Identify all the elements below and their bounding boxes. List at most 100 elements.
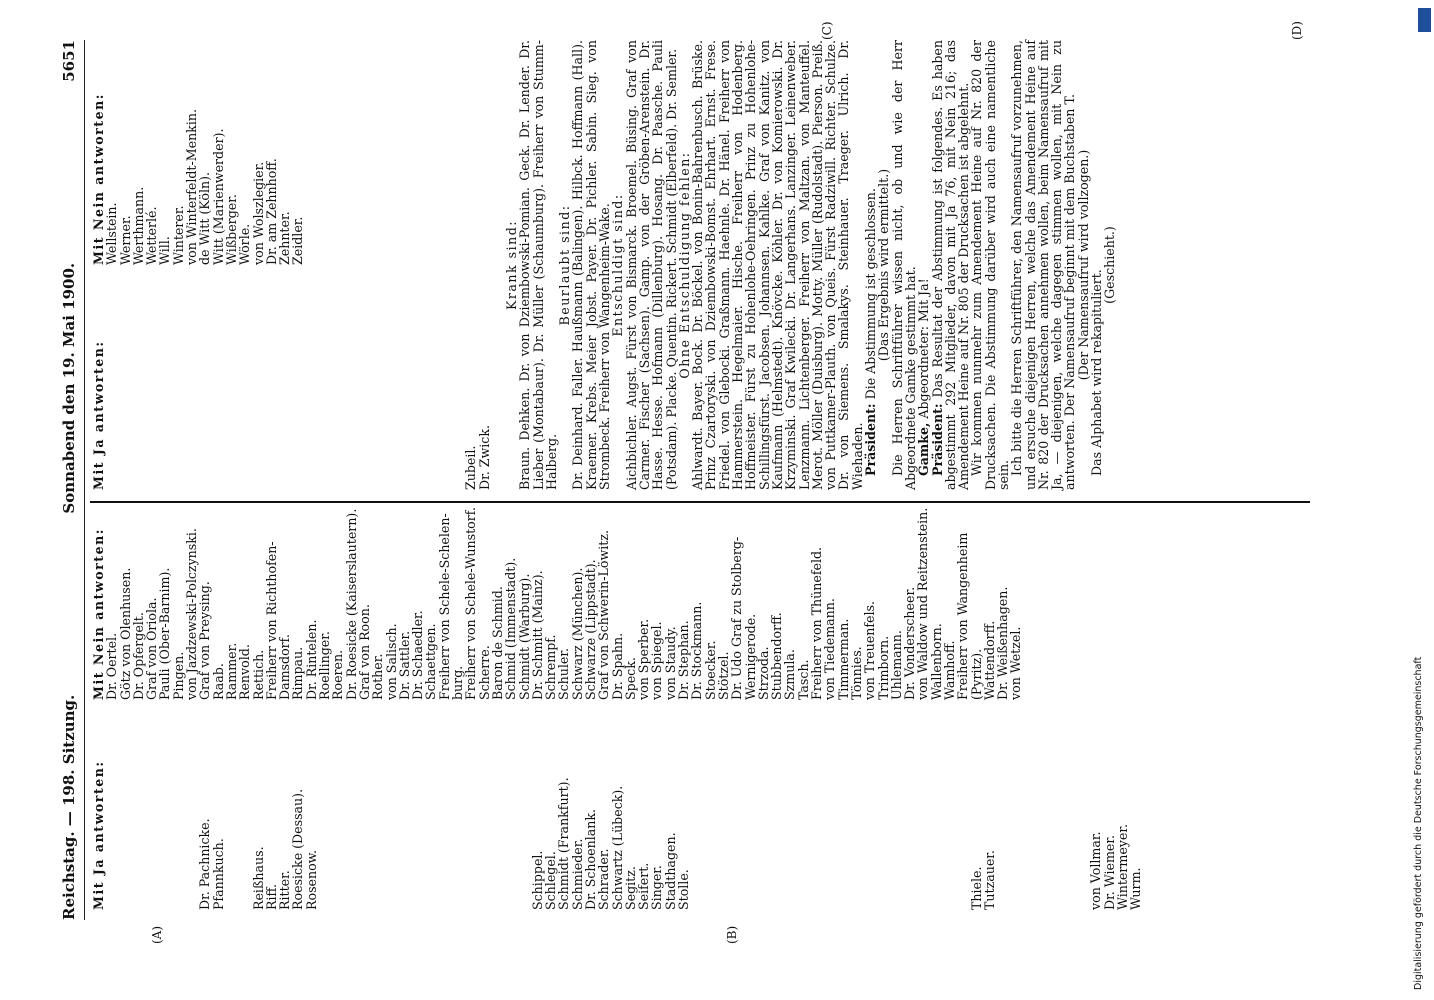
- name-entry: Schrempf.: [543, 634, 559, 700]
- name-entry: [291, 270, 304, 490]
- name-entry: Schmid (Immenstadt).: [503, 557, 519, 700]
- name-entry: Strzoda.: [755, 646, 771, 701]
- name-entry: [318, 270, 331, 490]
- name-entry: Dr. Weißenhagen.: [995, 586, 1011, 700]
- margin-marker-b: (B): [725, 925, 739, 944]
- name-entry: [345, 695, 358, 910]
- name-entry: [385, 695, 398, 910]
- name-entry: [438, 695, 451, 910]
- name-entry: Wintermeyer.: [1114, 824, 1130, 910]
- rotated-page: Reichstag. — 198. Sitzung. Sonnabend den…: [60, 21, 1310, 944]
- name-entry: Graf von Preysing.: [197, 581, 213, 700]
- name-entry: Schrader.: [596, 848, 612, 910]
- name-entry: Dr. Schmitt (Mainz).: [529, 570, 545, 700]
- name-entry: [956, 695, 969, 910]
- beurlaubt-heading: Beurlaubt sind:: [557, 204, 573, 326]
- name-entry: [1063, 695, 1076, 910]
- name-entry: Wellstein.: [104, 202, 120, 265]
- name-entry: [770, 695, 783, 910]
- name-entry: [744, 695, 757, 910]
- name-entry: Dr. Stockmann.: [689, 601, 705, 700]
- header-rule: [84, 40, 85, 920]
- name-entry: Dr. Vonderscheer.: [902, 586, 918, 700]
- name-entry: Wißberger.: [223, 194, 239, 265]
- name-entry: [371, 270, 384, 490]
- name-entry: Witt (Marienwerder).: [210, 128, 226, 265]
- name-entry: [996, 695, 1009, 910]
- page-header: Reichstag. — 198. Sitzung. Sonnabend den…: [60, 40, 82, 920]
- name-entry: de Witt (Köln).: [197, 171, 213, 265]
- name-entry: Wörle.: [237, 223, 253, 265]
- name-entry: Tasch.: [795, 659, 811, 700]
- name-entry: [145, 270, 158, 490]
- name-entry: Raab.: [210, 663, 226, 700]
- name-entry: [398, 695, 411, 910]
- name-entry: [451, 270, 464, 490]
- name-entry: von Wetzel.: [1008, 626, 1024, 700]
- name-entry: Schmidt (Frankfurt).: [556, 777, 572, 910]
- page-number: 5651: [60, 40, 78, 82]
- proceedings-text: Präsident: Die Abstimmung ist geschlosse…: [863, 40, 1117, 490]
- name-entry: Schippel.: [529, 850, 545, 910]
- margin-marker-c: (C): [820, 21, 834, 40]
- name-entry: von Treuenfels.: [862, 601, 878, 700]
- column-ja-left: Mit Ja antworten: Dr. Pachnicke. Pfannkuc…: [91, 695, 1143, 910]
- name-entry: [783, 695, 796, 910]
- name-entry: [345, 270, 358, 490]
- name-entry: Freiherr von Schele-Schelen-: [436, 513, 452, 700]
- name-entry: [930, 695, 943, 910]
- name-entry: [730, 695, 743, 910]
- name-entry: Dr. Udo Graf zu Stolberg-: [729, 536, 745, 700]
- name-entry: Baron de Schmid.: [489, 586, 505, 700]
- name-entry: [358, 695, 371, 910]
- paragraph: (Der Namensaufruf wird vollzogen.): [1076, 40, 1091, 490]
- paragraph-text: Ich bitte die Herren Schriftführer, den …: [1009, 40, 1078, 490]
- name-entry: [132, 270, 145, 490]
- name-entry: von Salisch.: [383, 623, 399, 700]
- name-entry: [903, 695, 916, 910]
- name-entry: Stolle.: [676, 869, 692, 910]
- name-entry: Rammer.: [223, 642, 239, 700]
- digitization-note: Digitalisierung gefördert durch die Deut…: [1413, 656, 1424, 990]
- name-entry: [690, 695, 703, 910]
- name-entry: Damsdorf.: [277, 634, 293, 700]
- paragraph: Präsident: Die Abstimmung ist geschlosse…: [863, 40, 878, 490]
- name-entry: Dr. am Zehnhoff.: [263, 158, 279, 265]
- krank-text: Braun. Dehken. Dr. von Dziembowski-Pomia…: [517, 40, 559, 490]
- name-entry: [890, 695, 903, 910]
- name-entry: Riff.: [263, 883, 279, 910]
- name-entry: [238, 695, 251, 910]
- name-entry: Will.: [157, 236, 173, 265]
- name-entry: [424, 695, 437, 910]
- name-entry: Stadthagen.: [662, 832, 678, 910]
- name-entry: [398, 270, 411, 490]
- name-entry: Graf von Schwerin-Löwitz.: [596, 530, 612, 700]
- paragraph: Gamke, Abgeordneter: Mit Ja!: [916, 40, 931, 490]
- name-entry: [158, 695, 171, 910]
- column-heading: Mit Ja antworten:: [91, 760, 106, 910]
- name-entry: Wernigerode.: [742, 613, 758, 700]
- name-entry: [119, 695, 132, 910]
- margin-marker-d: (D): [1290, 21, 1304, 40]
- name-entry: Götz von Olenhusen.: [117, 567, 133, 700]
- name-entry: [1049, 695, 1062, 910]
- name-entry: [212, 270, 225, 490]
- name-entry: Dr. Zwick.: [476, 425, 492, 490]
- name-entry: Werthmann.: [130, 186, 146, 265]
- name-entry: [185, 695, 198, 910]
- name-entry: Dr. Roesicke (Kaiserslautern).: [343, 508, 359, 700]
- name-entry: Dr. Opfergelt.: [130, 612, 146, 700]
- paragraph: Präsident: Das Resultat der Abstimmung i…: [930, 40, 972, 490]
- name-entry: Schmidt (Warburg).: [516, 573, 532, 700]
- column-ja-right: Mit Ja antworten: Zubeil. Dr. Zwick.: [91, 270, 492, 490]
- name-entry: Dr. Spahn.: [609, 632, 625, 700]
- name-entry: Schwarz (München).: [569, 567, 585, 700]
- name-entry: [305, 270, 318, 490]
- name-entry: [863, 695, 876, 910]
- name-entry: von Vollmar.: [1088, 831, 1104, 910]
- name-entry: [797, 695, 810, 910]
- name-entry: [278, 270, 291, 490]
- name-entry: [464, 695, 477, 910]
- name-entry: Segitz.: [622, 866, 638, 910]
- name-entry: [238, 270, 251, 490]
